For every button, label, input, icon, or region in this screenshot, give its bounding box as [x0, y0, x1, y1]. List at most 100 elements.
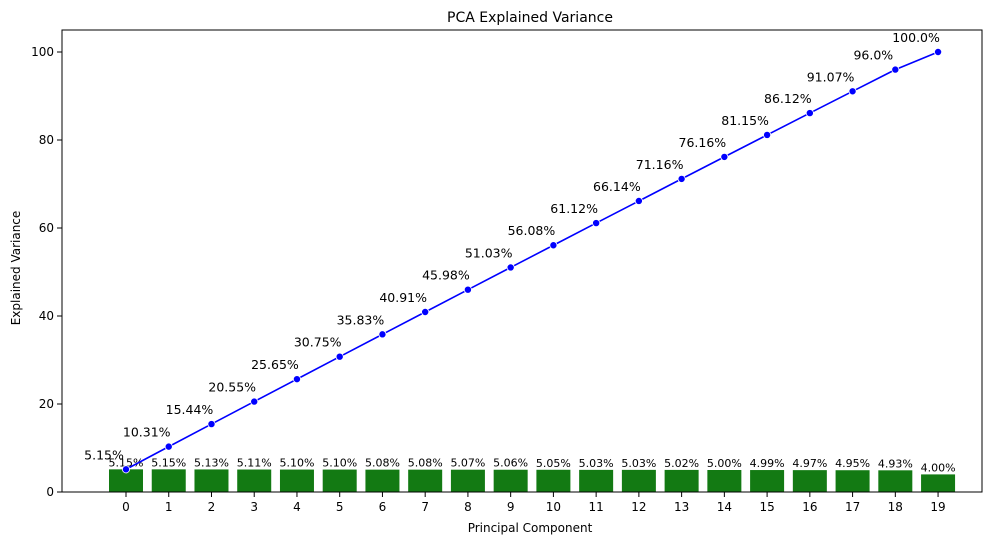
bar-0: [109, 469, 143, 492]
line-label-17: 91.07%: [807, 69, 855, 84]
y-tick-label: 100: [31, 45, 54, 59]
bar-7: [408, 469, 443, 492]
x-tick-label: 10: [546, 500, 561, 514]
bar-label-2: 5.13%: [194, 456, 229, 469]
line-label-2: 15.44%: [166, 402, 214, 417]
x-tick-label: 0: [122, 500, 130, 514]
line-label-14: 76.16%: [679, 135, 727, 150]
plot-area-frame: [61, 29, 983, 493]
line-point-13: [677, 174, 686, 183]
bar-4: [279, 469, 314, 492]
line-label-7: 40.91%: [379, 290, 427, 305]
bar-5: [322, 469, 357, 492]
x-tick-label: 18: [888, 500, 903, 514]
line-label-12: 66.14%: [593, 179, 641, 194]
bar-18: [878, 470, 913, 492]
x-tick-label: 17: [845, 500, 860, 514]
bar-label-1: 5.15%: [151, 456, 186, 469]
bar-label-16: 4.97%: [792, 457, 827, 470]
bar-1: [151, 469, 186, 492]
bar-2: [194, 469, 229, 492]
bar-8: [450, 469, 485, 492]
x-tick-label: 14: [717, 500, 732, 514]
bar-label-7: 5.08%: [408, 457, 443, 470]
line-label-3: 20.55%: [208, 380, 256, 395]
bar-19: [921, 474, 956, 492]
bar-label-0: 5.15%: [109, 456, 144, 469]
bar-12: [621, 469, 656, 492]
bar-11: [579, 469, 614, 492]
bar-3: [237, 469, 272, 492]
y-axis: 0 20 40 60 80 100: [31, 45, 62, 499]
line-label-4: 25.65%: [251, 357, 299, 372]
x-axis-label: Principal Component: [468, 521, 593, 535]
line-label-9: 51.03%: [465, 245, 513, 260]
bar-label-14: 5.00%: [707, 457, 742, 470]
line-point-6: [378, 330, 387, 339]
bar-label-4: 5.10%: [279, 457, 314, 470]
line-point-7: [421, 307, 430, 316]
line-label-13: 71.16%: [636, 157, 684, 172]
line-label-15: 81.15%: [721, 113, 769, 128]
x-axis: 0 1 2 3 4 5 6 7 8 9 10 11 12 13 14 15 16 17 18 19: [122, 492, 946, 514]
bar-label-8: 5.07%: [450, 457, 485, 470]
y-tick-label: 0: [46, 485, 54, 499]
y-tick-label: 20: [39, 397, 54, 411]
y-tick-label: 40: [39, 309, 54, 323]
y-tick-label: 80: [39, 133, 54, 147]
x-tick-label: 16: [802, 500, 817, 514]
x-tick-label: 7: [421, 500, 429, 514]
bar-label-12: 5.03%: [621, 457, 656, 470]
line-data-labels: 5.15% 10.31% 15.44% 20.55% 25.65% 30.75% 35.83…: [84, 30, 940, 462]
bar-label-3: 5.11%: [237, 457, 272, 470]
x-tick-label: 1: [165, 500, 173, 514]
line-point-8: [463, 285, 472, 294]
x-tick-label: 5: [336, 500, 344, 514]
bar-label-5: 5.10%: [322, 457, 357, 470]
line-label-1: 10.31%: [123, 425, 171, 440]
bar-label-11: 5.03%: [579, 457, 614, 470]
line-point-14: [720, 152, 729, 161]
line-point-12: [634, 196, 643, 205]
bar-13: [664, 469, 699, 492]
x-tick-label: 3: [250, 500, 258, 514]
x-tick-label: 9: [507, 500, 515, 514]
line-point-18: [891, 65, 900, 74]
bar-6: [365, 469, 400, 492]
bar-16: [792, 470, 827, 492]
line-label-18: 96.0%: [853, 48, 893, 63]
bar-17: [835, 470, 870, 492]
bar-label-15: 4.99%: [750, 457, 785, 470]
bar-label-9: 5.06%: [493, 457, 528, 470]
bar-series: [109, 469, 956, 492]
line-point-0: [122, 465, 131, 474]
bar-9: [493, 469, 528, 492]
cumulative-line: [125, 51, 939, 471]
line-point-5: [335, 352, 344, 361]
y-axis-label: Explained Variance: [9, 211, 23, 326]
x-tick-label: 8: [464, 500, 472, 514]
x-tick-label: 11: [588, 500, 603, 514]
line-label-10: 56.08%: [508, 223, 556, 238]
x-tick-label: 2: [208, 500, 216, 514]
line-label-8: 45.98%: [422, 268, 470, 283]
x-tick-label: 15: [759, 500, 774, 514]
line-label-16: 86.12%: [764, 91, 812, 106]
cumulative-line-series: [122, 48, 943, 474]
line-point-15: [763, 130, 772, 139]
line-point-3: [250, 397, 259, 406]
line-point-16: [805, 109, 814, 118]
line-point-10: [549, 241, 558, 250]
x-tick-label: 13: [674, 500, 689, 514]
bar-label-17: 4.95%: [835, 457, 870, 470]
line-point-4: [292, 375, 301, 384]
line-point-19: [934, 48, 943, 57]
line-label-0: 5.15%: [84, 447, 124, 462]
chart-title: PCA Explained Variance: [447, 10, 613, 26]
x-tick-label: 19: [930, 500, 945, 514]
bar-data-labels: 5.15% 5.15% 5.13% 5.11% 5.10% 5.10% 5.08% 5.08%…: [109, 456, 956, 474]
bar-label-19: 4.00%: [921, 461, 956, 474]
bar-label-6: 5.08%: [365, 457, 400, 470]
line-label-5: 30.75%: [294, 335, 342, 350]
